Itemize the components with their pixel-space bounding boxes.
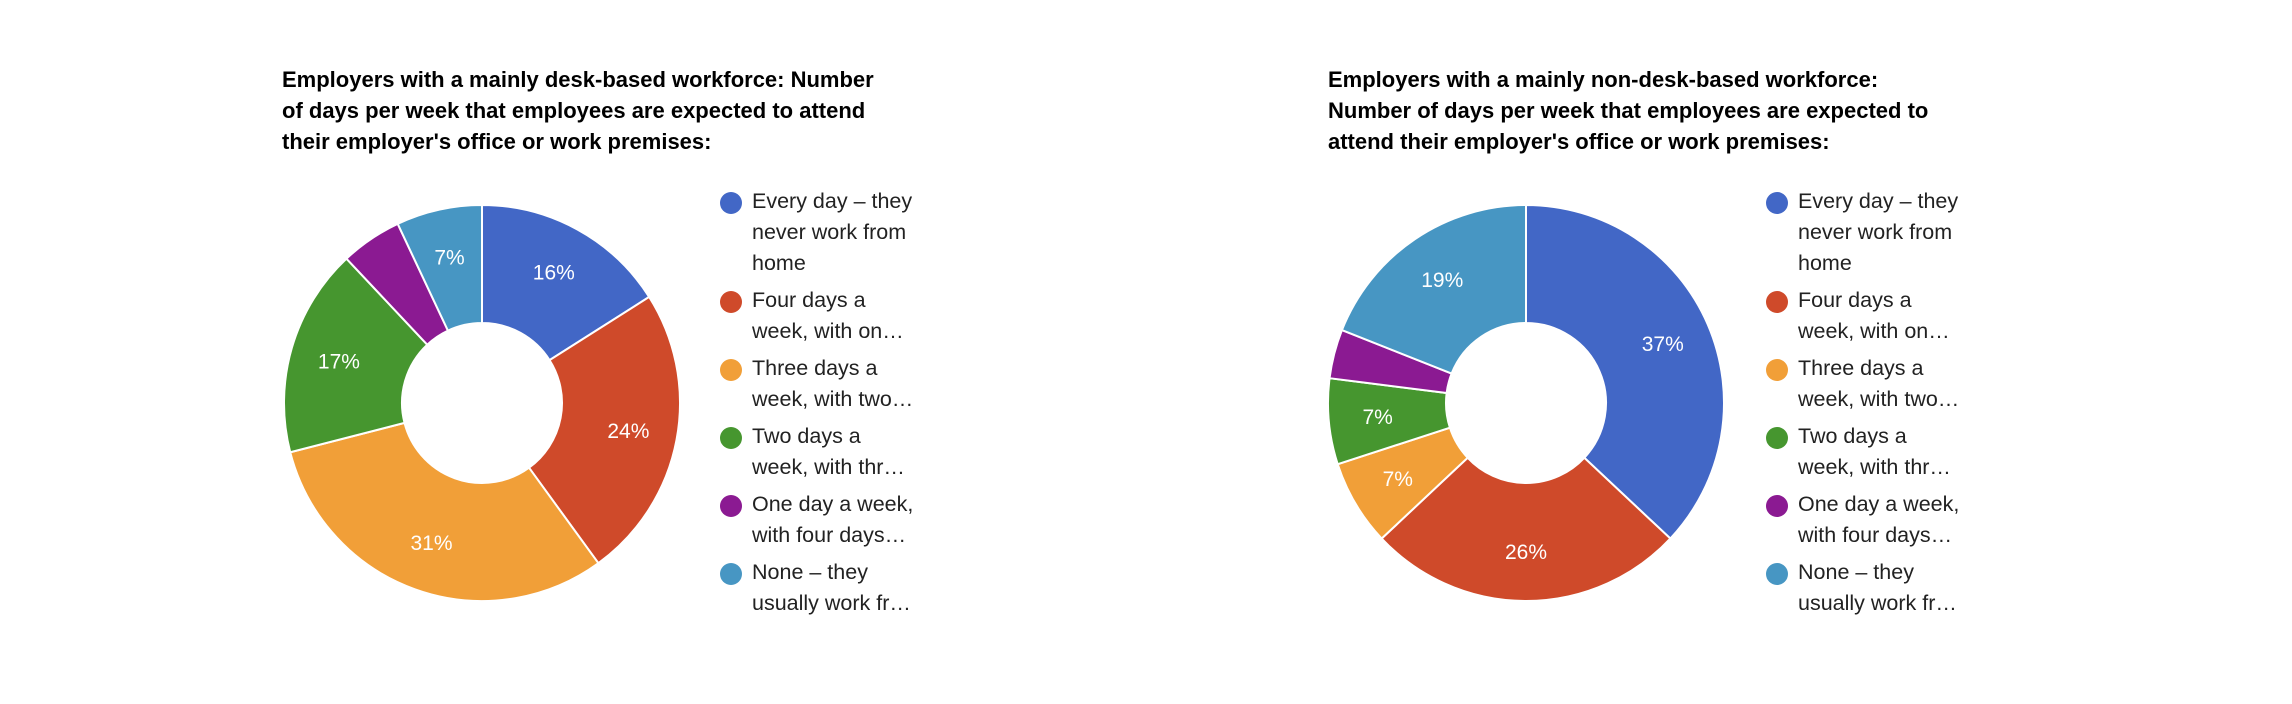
donut-slice[interactable] bbox=[1380, 456, 1672, 602]
chart-legend: Every day – they never work from home Fo… bbox=[716, 186, 966, 625]
donut-chart: 16% 24% 31% 17% 7% bbox=[283, 203, 681, 602]
legend-swatch-icon bbox=[720, 291, 742, 313]
legend-label: None – they usually work fr… bbox=[752, 560, 911, 615]
chart-panel-non-desk-based: Employers with a mainly non-desk-based w… bbox=[1146, 0, 2292, 704]
slice-label: 7% bbox=[1362, 406, 1392, 429]
title-line: Employers with a mainly non-desk-based w… bbox=[1328, 67, 1879, 92]
legend-label: Four days a week, with on… bbox=[752, 288, 904, 343]
legend-item[interactable]: Two days a week, with thr… bbox=[716, 421, 966, 483]
donut-slice[interactable] bbox=[1525, 203, 1725, 540]
chart-panel-desk-based: Employers with a mainly desk-based workf… bbox=[282, 64, 982, 625]
donut-chart: 37% 26% 7% 7% 19% bbox=[1327, 203, 1725, 602]
slice-label: 7% bbox=[434, 247, 464, 270]
slice-label: 16% bbox=[533, 261, 575, 284]
legend-swatch-icon bbox=[1766, 563, 1788, 585]
slice-label: 19% bbox=[1421, 269, 1463, 292]
legend-swatch-icon bbox=[720, 427, 742, 449]
title-line: Number of days per week that employees a… bbox=[1328, 98, 1929, 123]
chart-legend: Every day – they never work from home Fo… bbox=[1762, 186, 2012, 625]
legend-item[interactable]: Every day – they never work from home bbox=[1762, 186, 2012, 279]
legend-swatch-icon bbox=[1766, 495, 1788, 517]
legend-label: Two days a week, with thr… bbox=[752, 424, 905, 479]
legend-item[interactable]: None – they usually work fr… bbox=[716, 557, 966, 619]
legend-label: None – they usually work fr… bbox=[1798, 560, 1957, 615]
title-line: their employer's office or work premises… bbox=[282, 129, 712, 154]
legend-swatch-icon bbox=[1766, 192, 1788, 214]
slice-label: 31% bbox=[411, 532, 453, 555]
legend-item[interactable]: Two days a week, with thr… bbox=[1762, 421, 2012, 483]
legend-swatch-icon bbox=[1766, 291, 1788, 313]
legend-item[interactable]: Every day – they never work from home bbox=[716, 186, 966, 279]
donut-slice[interactable] bbox=[396, 203, 483, 332]
slice-label: 17% bbox=[318, 350, 360, 373]
legend-label: One day a week, with four days… bbox=[1798, 492, 1960, 547]
title-line: Employers with a mainly desk-based workf… bbox=[282, 67, 874, 92]
legend-label: Two days a week, with thr… bbox=[1798, 424, 1951, 479]
title-line: of days per week that employees are expe… bbox=[282, 98, 866, 123]
legend-swatch-icon bbox=[1766, 427, 1788, 449]
donut-slice[interactable] bbox=[1340, 203, 1527, 375]
donut-slice[interactable] bbox=[481, 203, 651, 362]
legend-label: Three days a week, with two… bbox=[752, 356, 914, 411]
legend-label: Every day – they never work from home bbox=[752, 189, 913, 275]
slice-label: 26% bbox=[1505, 541, 1547, 564]
chart-title: Employers with a mainly non-desk-based w… bbox=[1328, 64, 2028, 157]
legend-item[interactable]: One day a week, with four days… bbox=[716, 489, 966, 551]
legend-swatch-icon bbox=[720, 359, 742, 381]
legend-item[interactable]: One day a week, with four days… bbox=[1762, 489, 2012, 551]
slice-label: 24% bbox=[607, 420, 649, 443]
legend-swatch-icon bbox=[720, 563, 742, 585]
slice-label: 37% bbox=[1642, 333, 1684, 356]
legend-swatch-icon bbox=[1766, 359, 1788, 381]
legend-label: One day a week, with four days… bbox=[752, 492, 914, 547]
legend-swatch-icon bbox=[720, 495, 742, 517]
legend-item[interactable]: Four days a week, with on… bbox=[1762, 285, 2012, 347]
title-line: attend their employer's office or work p… bbox=[1328, 129, 1830, 154]
legend-item[interactable]: Four days a week, with on… bbox=[716, 285, 966, 347]
slice-label: 7% bbox=[1383, 468, 1413, 491]
legend-item[interactable]: None – they usually work fr… bbox=[1762, 557, 2012, 619]
donut-slice[interactable] bbox=[527, 295, 681, 565]
legend-label: Three days a week, with two… bbox=[1798, 356, 1960, 411]
legend-swatch-icon bbox=[720, 192, 742, 214]
legend-label: Every day – they never work from home bbox=[1798, 189, 1959, 275]
legend-item[interactable]: Three days a week, with two… bbox=[1762, 353, 2012, 415]
legend-label: Four days a week, with on… bbox=[1798, 288, 1950, 343]
legend-item[interactable]: Three days a week, with two… bbox=[716, 353, 966, 415]
chart-title: Employers with a mainly desk-based workf… bbox=[282, 64, 982, 157]
donut-slice[interactable] bbox=[289, 421, 600, 602]
